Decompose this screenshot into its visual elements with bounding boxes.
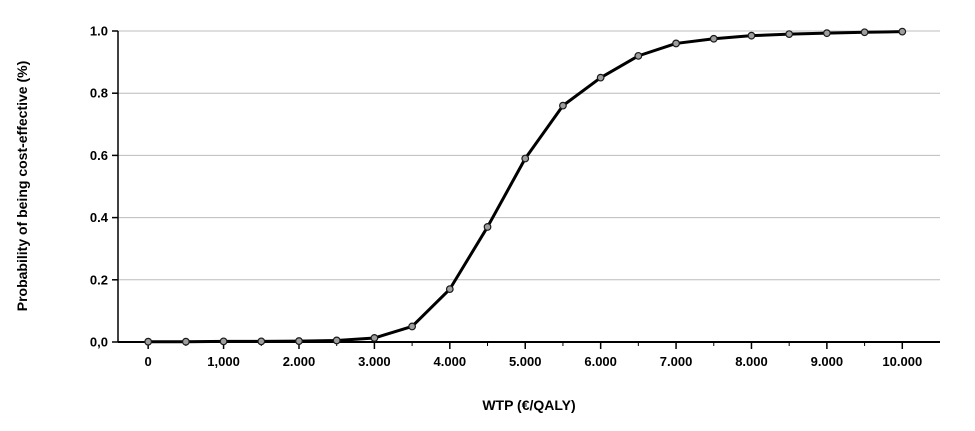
data-point-marker [521, 154, 530, 163]
data-point-marker [747, 31, 756, 40]
data-point-marker [181, 337, 190, 346]
ceac-curve [146, 30, 904, 344]
data-point-marker [634, 51, 643, 60]
data-point-marker [257, 337, 266, 346]
y-tick-label: 0.6 [90, 148, 108, 163]
data-point-marker [445, 285, 454, 294]
data-point-marker [822, 29, 831, 38]
data-point-marker [295, 337, 303, 345]
data-point-marker [370, 334, 379, 342]
x-tick-label: 8.000 [735, 354, 768, 369]
data-point-marker [860, 28, 869, 37]
y-tick-label: 1.0 [90, 24, 108, 39]
x-tick-label: 0 [145, 354, 152, 369]
data-point-marker [332, 336, 341, 345]
x-axis-label: WTP (€/QALY) [482, 397, 576, 413]
data-point-marker [559, 101, 567, 110]
x-tick-label: 9.000 [811, 354, 844, 369]
y-tick-label: 0.2 [90, 272, 108, 287]
x-tick-label: 1,000 [207, 354, 240, 369]
x-tick-label: 10.000 [882, 354, 922, 369]
x-tick-label: 5.000 [509, 354, 542, 369]
data-point-marker [709, 34, 718, 43]
data-point-marker [219, 337, 228, 346]
data-point-marker [672, 39, 680, 48]
data-point-marker [898, 27, 907, 36]
x-tick-label: 3.000 [358, 354, 391, 369]
x-tick-label: 2.000 [283, 354, 316, 369]
y-tick-label: 0.4 [90, 210, 109, 225]
data-point-marker [785, 30, 794, 39]
data-point-marker [596, 73, 605, 82]
y-tick-label: 0.8 [90, 86, 108, 101]
data-point-marker [483, 223, 492, 231]
x-tick-label: 7.000 [660, 354, 693, 369]
x-tick-label: 6.000 [584, 354, 617, 369]
x-tick-label: 4.000 [434, 354, 467, 369]
data-point-marker [408, 322, 417, 331]
y-tick-label: 0,0 [90, 335, 108, 350]
data-point-marker [144, 337, 153, 346]
